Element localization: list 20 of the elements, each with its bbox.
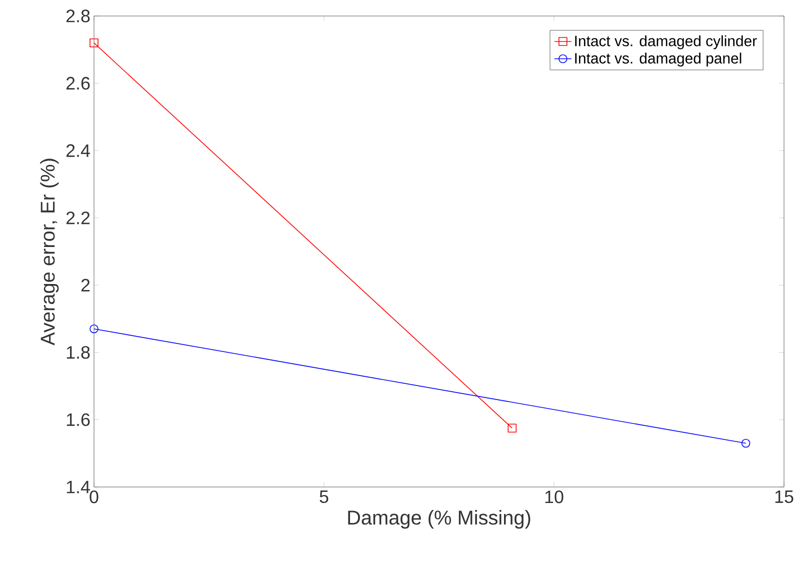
y-tick-label: 2 [81, 278, 90, 292]
x-tick-label: 0 [90, 490, 98, 504]
y-tick-label: 1.4 [66, 480, 90, 494]
legend-label: Intact vs. damaged cylinder [575, 35, 757, 50]
y-tick-label: 2.2 [66, 212, 90, 224]
x-tick-label: 10 [545, 490, 564, 504]
point [90, 324, 98, 334]
y-tick-label: 1.8 [66, 346, 90, 359]
y-tick-label: 2.4 [66, 144, 90, 157]
x-tick-label: 5 [320, 490, 328, 504]
point [90, 38, 98, 48]
x-axis-title: Damage (% Missing) [348, 510, 530, 529]
point [741, 438, 750, 448]
x-tick-label: 15 [775, 490, 794, 504]
y-tick-label: 2.8 [66, 10, 90, 22]
y-tick-label: 1.6 [66, 413, 90, 426]
point [508, 424, 517, 433]
y-tick-label: 2.6 [66, 76, 90, 90]
legend-label: Intact vs. damaged panel [575, 52, 742, 67]
y-axis-title: Average error, Er (%) [40, 158, 59, 346]
